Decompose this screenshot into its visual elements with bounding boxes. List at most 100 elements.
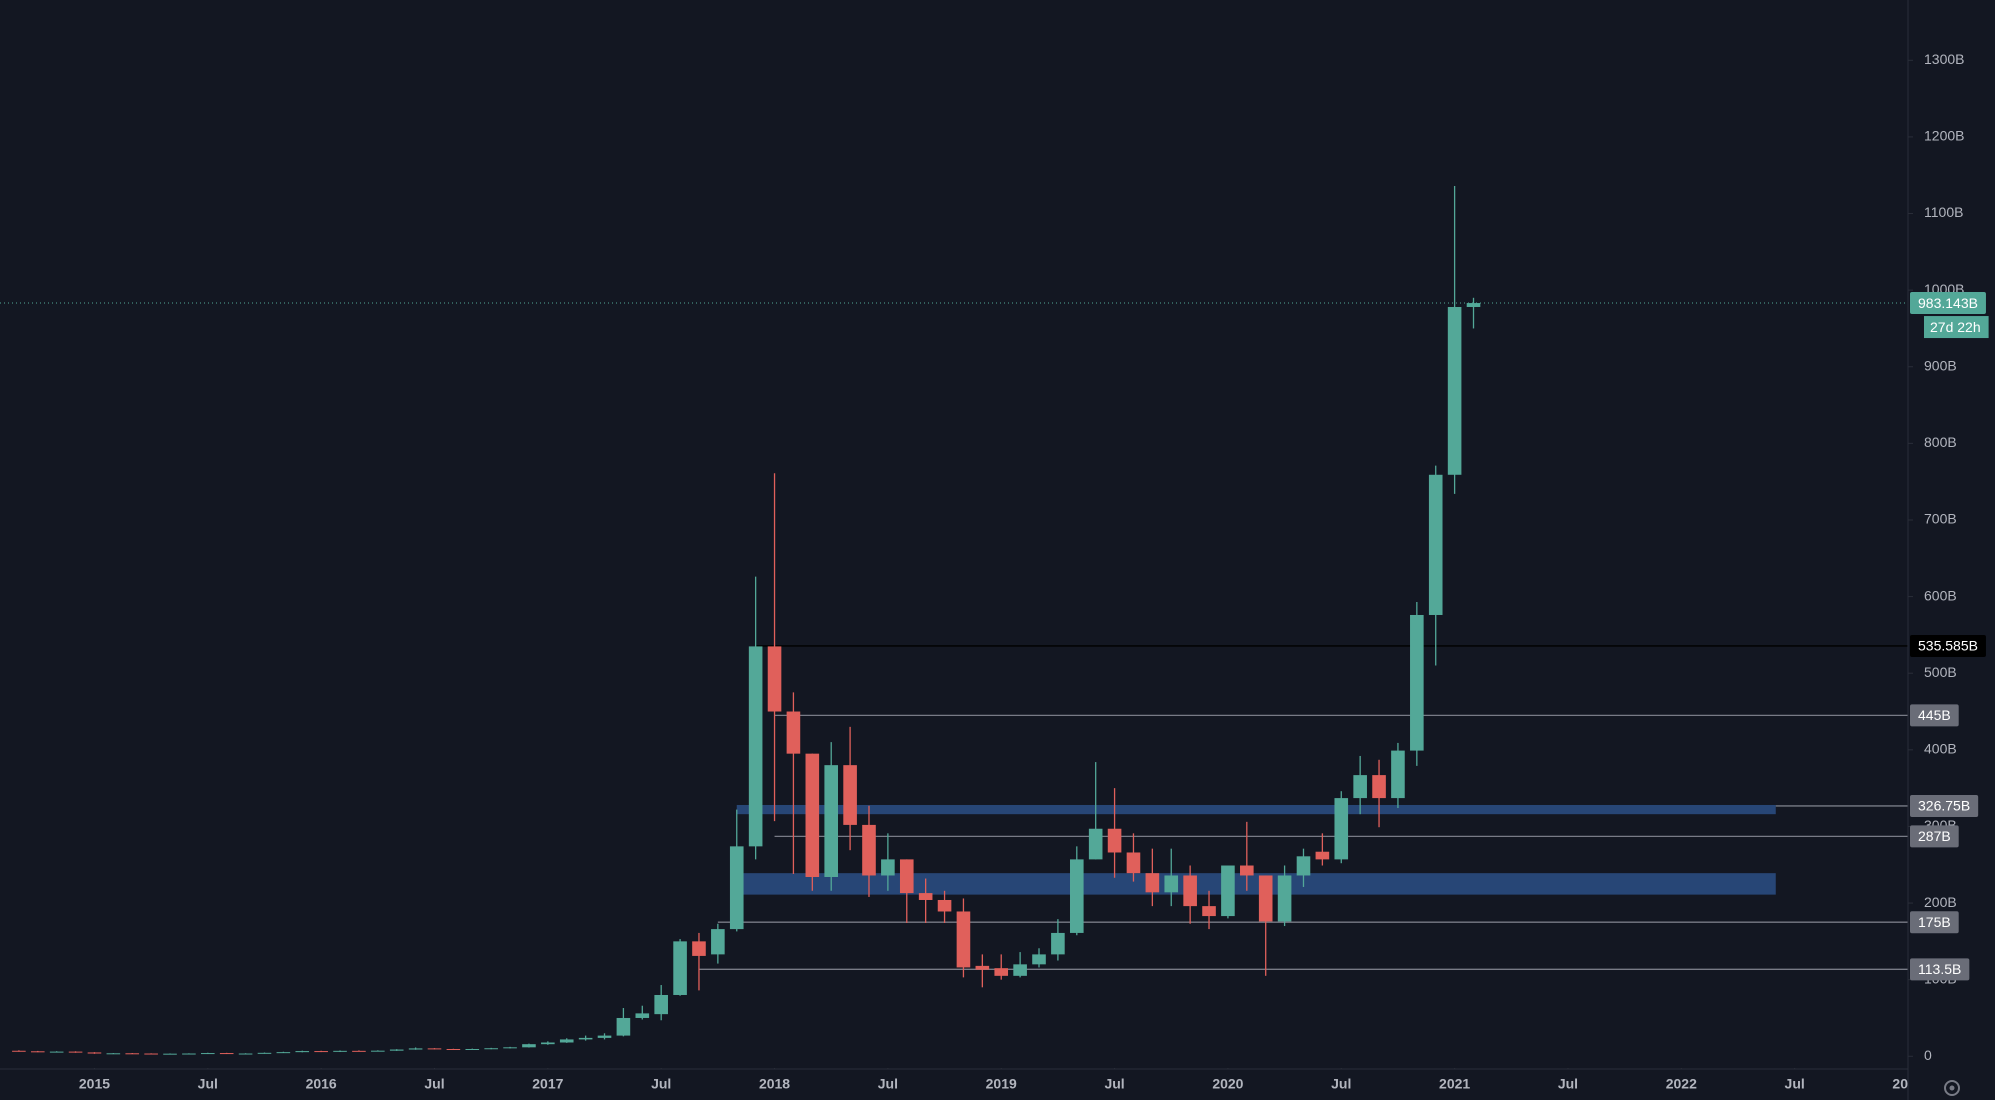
- x-tick-label: Jul: [1104, 1076, 1124, 1092]
- gear-center[interactable]: [1949, 1085, 1955, 1091]
- candle-body: [805, 753, 820, 878]
- y-tick-label: 600B: [1924, 587, 1957, 603]
- x-tick-label: Jul: [651, 1076, 671, 1092]
- candle-body: [201, 1053, 215, 1055]
- candle-body: [1221, 865, 1235, 917]
- level-label-box: [1910, 634, 1986, 657]
- level-label: 326.75B: [1918, 798, 1970, 814]
- y-tick-label: 400B: [1924, 741, 1957, 757]
- candle-body: [295, 1051, 310, 1053]
- x-tick-label: 2020: [1212, 1076, 1243, 1092]
- level-label-box: [1910, 704, 1959, 727]
- settings-icon[interactable]: [1944, 1080, 1960, 1096]
- candle-body: [881, 859, 895, 876]
- candle-body: [1202, 906, 1216, 917]
- candle-body: [522, 1044, 536, 1048]
- candle-body: [1410, 614, 1424, 751]
- candle-body: [163, 1053, 177, 1055]
- x-tick-label: Jul: [1785, 1076, 1805, 1092]
- candle-body: [1447, 306, 1462, 475]
- candle-body: [352, 1050, 366, 1052]
- candle-body: [899, 859, 914, 894]
- candle-body: [1466, 303, 1481, 307]
- candle-body: [843, 765, 857, 825]
- candle-body: [616, 1017, 631, 1036]
- candle-body: [333, 1050, 347, 1052]
- last-price-label-box: [1910, 292, 1986, 315]
- candle-body: [692, 941, 706, 956]
- level-label-box: [1910, 794, 1979, 817]
- x-tick-label: Jul: [1558, 1076, 1578, 1092]
- candle-body: [541, 1042, 555, 1045]
- candle-body: [276, 1052, 291, 1054]
- candle-body: [1353, 775, 1367, 799]
- level-label-box: [1910, 825, 1959, 848]
- candle-body: [1277, 875, 1292, 922]
- plot-area: 2015 Jul 2016 Jul 2017 Jul 2018 Jul 2019 Jul 2020 J…: [0, 185, 1923, 1092]
- y-tick-label: 200B: [1924, 894, 1957, 910]
- candle-body: [786, 711, 801, 754]
- candle-body: [1240, 865, 1254, 876]
- candle-body: [559, 1039, 574, 1043]
- y-tick-label: 1100B: [1924, 204, 1963, 220]
- x-tick-label: 2023: [1892, 1076, 1923, 1092]
- candle-body: [635, 1013, 650, 1018]
- y-tick-label: 500B: [1924, 664, 1957, 680]
- candle-body: [68, 1051, 83, 1053]
- candle-body: [1107, 828, 1122, 853]
- countdown-label: 27d 22h: [1930, 319, 1981, 335]
- candle-body: [729, 846, 744, 930]
- candle-body: [597, 1035, 612, 1038]
- candle-body: [1032, 954, 1046, 965]
- x-tick-label: Jul: [1331, 1076, 1351, 1092]
- candle-body: [314, 1051, 328, 1053]
- candle-body: [1258, 875, 1273, 922]
- candle-body: [49, 1051, 64, 1053]
- x-tick-label: 2021: [1439, 1076, 1470, 1092]
- candle-body: [1088, 828, 1103, 860]
- candle-body: [1315, 851, 1330, 860]
- candle-body: [1051, 932, 1065, 955]
- y-tick-label: 0: [1924, 1047, 1932, 1063]
- candle-body: [12, 1050, 26, 1052]
- y-tick-label: 1300B: [1924, 51, 1964, 67]
- x-tick-label: Jul: [198, 1076, 218, 1092]
- y-tick-label: 900B: [1924, 357, 1957, 373]
- level-label: 535.585B: [1918, 638, 1978, 654]
- candle-body: [219, 1053, 234, 1055]
- candle-body: [257, 1052, 272, 1054]
- zone: [736, 873, 1776, 895]
- candle-body: [1183, 875, 1197, 907]
- x-tick-label: Jul: [878, 1076, 898, 1092]
- candle-body: [1372, 775, 1386, 799]
- x-tick-label: 2017: [532, 1076, 563, 1092]
- x-tick-label: 2018: [759, 1076, 790, 1092]
- candle-body: [503, 1047, 517, 1049]
- y-tick-label: 1200B: [1924, 128, 1964, 144]
- zone: [736, 804, 1776, 815]
- candle-body: [994, 968, 1009, 976]
- candle-body: [371, 1050, 385, 1052]
- candle-body: [1126, 852, 1141, 874]
- level-label: 175B: [1918, 914, 1951, 930]
- candle-body: [673, 941, 687, 995]
- gear[interactable]: [1944, 1080, 1960, 1096]
- candle-body: [1428, 474, 1443, 615]
- candle-body: [767, 646, 782, 712]
- candle-body: [748, 646, 763, 847]
- level-label-box: [1910, 958, 1970, 981]
- candle-body: [956, 911, 971, 968]
- level-label-box: [1910, 911, 1959, 934]
- x-tick-label: 2022: [1666, 1076, 1697, 1092]
- candle-body: [918, 893, 933, 900]
- candle-body: [1164, 875, 1179, 893]
- y-tick-label: 800B: [1924, 434, 1957, 450]
- candle-body: [1069, 859, 1084, 933]
- candle-body: [1296, 856, 1311, 876]
- candle-body: [711, 929, 725, 955]
- candle-body: [578, 1037, 593, 1040]
- candle-body: [484, 1048, 498, 1050]
- price-labels: 535.585B 445B 326.75B 287B 175B 113.5B 983.143…: [1910, 292, 1989, 981]
